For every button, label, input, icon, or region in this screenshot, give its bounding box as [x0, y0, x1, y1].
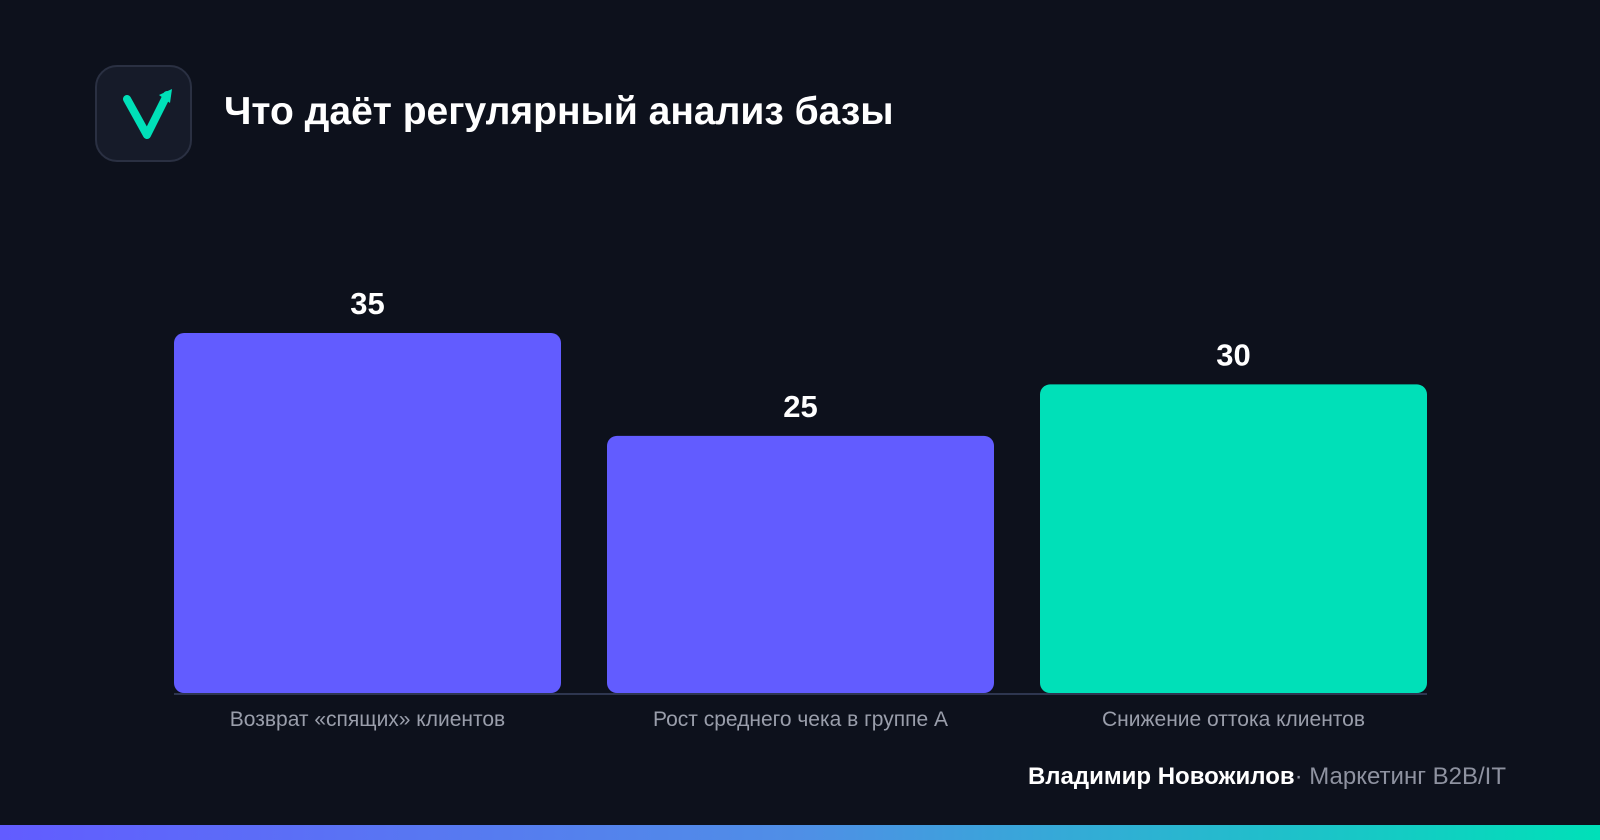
bar-1 [174, 333, 561, 693]
category-label: Рост среднего чека в группе А [653, 708, 948, 731]
checkmark-arrow-icon [123, 89, 172, 139]
category-label: Снижение оттока клиентов [1102, 708, 1365, 731]
bar-value-label: 25 [783, 389, 817, 424]
bar-value-label: 30 [1216, 337, 1250, 372]
author-name: Владимир Новожилов [1027, 763, 1295, 790]
footer-subtitle: Маркетинг B2B/IT [1309, 763, 1506, 790]
bar-2 [607, 435, 994, 693]
logo-badge [95, 65, 192, 162]
footer-credit: Владимир Новожилов· Маркетинг B2B/IT [1028, 762, 1506, 792]
bottom-gradient-bar [0, 825, 1600, 840]
bar-value-label: 35 [350, 286, 384, 321]
category-label: Возврат «спящих» клиентов [230, 708, 505, 731]
bar-3 [1040, 384, 1427, 693]
footer-separator: · [1294, 763, 1303, 790]
page-title: Что даёт регулярный анализ базы [224, 90, 894, 133]
